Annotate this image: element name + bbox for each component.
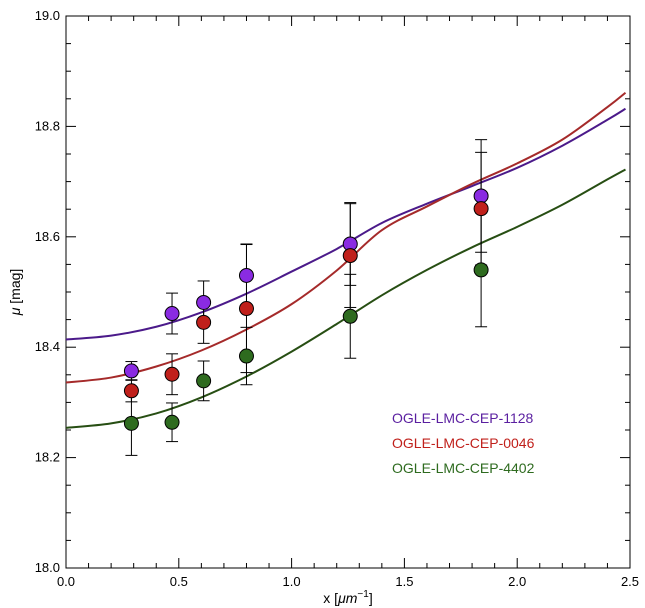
y-tick-label: 18.0 — [35, 560, 60, 575]
x-axis-title: x [μm−1] — [323, 589, 372, 606]
y-tick-label: 18.4 — [35, 339, 60, 354]
x-tick-label: 1.5 — [395, 574, 413, 589]
error-bars — [125, 139, 488, 456]
data-point-series-2-4 — [342, 308, 358, 324]
model-curves — [65, 91, 627, 429]
plot-frame — [65, 15, 631, 569]
data-point-series-1-1 — [164, 366, 180, 382]
x-tick-label: 1.0 — [283, 574, 301, 589]
data-point-series-1-2 — [196, 314, 212, 330]
x-tick-label: 2.5 — [621, 574, 639, 589]
data-point-series-1-4 — [342, 248, 358, 264]
data-point-series-2-0 — [123, 415, 139, 431]
data-point-series-1-5 — [473, 201, 489, 217]
legend-entry-1: OGLE-LMC-CEP-0046 — [392, 435, 535, 451]
legend: OGLE-LMC-CEP-1128 OGLE-LMC-CEP-0046 OGLE-L… — [392, 410, 535, 476]
data-point-series-0-0 — [123, 363, 139, 379]
x-tick-label: 0.5 — [170, 574, 188, 589]
data-point-series-0-2 — [196, 294, 212, 310]
x-tick-label: 2.0 — [508, 574, 526, 589]
data-point-series-0-5 — [473, 188, 489, 204]
legend-entry-0: OGLE-LMC-CEP-1128 — [392, 410, 534, 426]
model-curve-series-1 — [65, 91, 627, 384]
data-point-series-2-3 — [238, 348, 254, 364]
x-tick-label: 0.0 — [57, 574, 75, 589]
data-point-series-1-0 — [123, 383, 139, 399]
legend-entry-2: OGLE-LMC-CEP-4402 — [392, 460, 535, 476]
model-curve-series-2 — [65, 168, 626, 429]
y-tick-label: 19.0 — [35, 8, 60, 23]
axis-tick-labels: 0.0 0.5 1.0 1.5 2.0 2.5 18.0 18.2 18.4 18.6 18.8 19… — [35, 8, 639, 589]
y-tick-label: 18.2 — [35, 450, 60, 465]
data-point-series-0-1 — [164, 306, 180, 322]
data-point-series-2-1 — [164, 414, 180, 430]
data-point-series-2-2 — [196, 373, 212, 389]
data-point-series-1-3 — [238, 301, 254, 317]
data-points — [123, 188, 489, 431]
y-tick-label: 18.8 — [35, 118, 60, 133]
data-point-series-2-5 — [473, 262, 489, 278]
y-tick-label: 18.6 — [35, 229, 60, 244]
axis-ticks — [65, 15, 631, 569]
model-curve-series-0 — [65, 107, 627, 341]
data-point-series-0-3 — [238, 267, 254, 283]
y-axis-title: μ [mag] — [7, 269, 23, 317]
